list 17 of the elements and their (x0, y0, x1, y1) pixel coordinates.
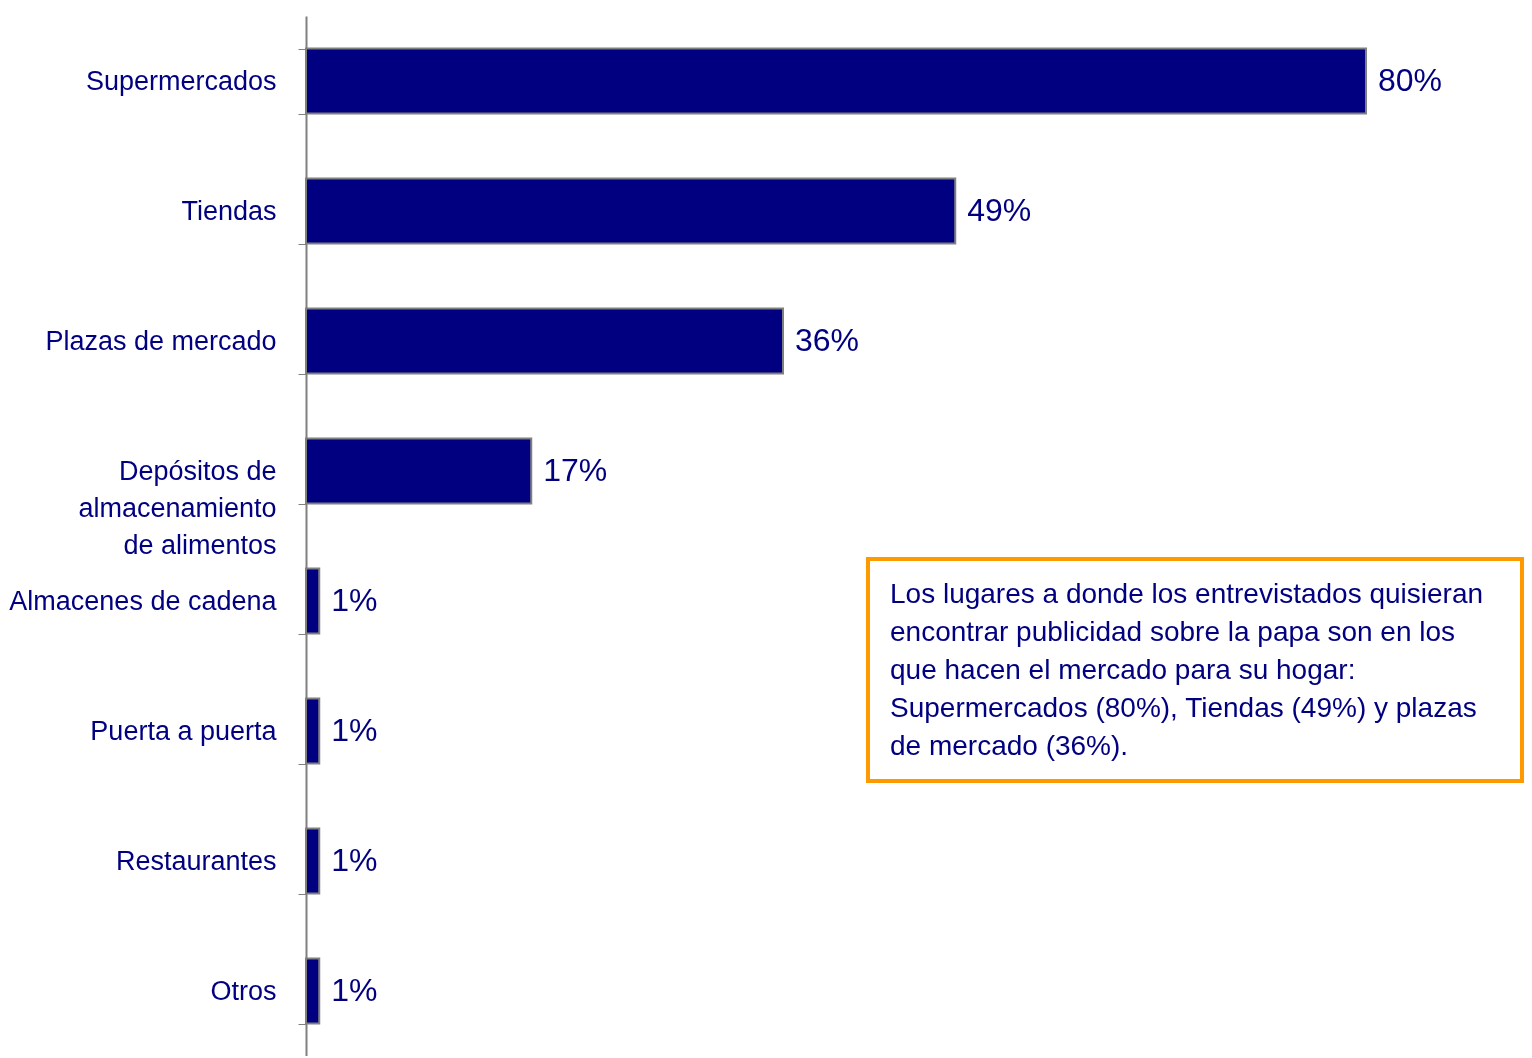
data-label: 1% (331, 712, 378, 748)
data-label: 80% (1378, 62, 1443, 98)
data-label: 17% (543, 452, 608, 488)
y-tick-label: Otros (210, 975, 277, 1006)
y-tick-label: Depósitos de almacenamiento de alimentos (78, 455, 277, 560)
y-tick-label: Puerta a puerta (90, 715, 278, 746)
data-label: 49% (967, 192, 1032, 228)
note-box: Los lugares a donde los entrevistados quisieran encontrar publicidad sobre la papa son en los que hacen el mercado para su hogar: Supermercados (80%), Tiendas (49%) y plazas de mercado (36%). (866, 557, 1524, 783)
y-tick-label: Supermercados (85, 65, 277, 96)
data-label: 1% (331, 842, 378, 878)
data-label: 1% (331, 582, 378, 618)
y-tick-label: Plazas de mercado (45, 325, 277, 356)
data-label: 1% (331, 972, 378, 1008)
y-tick-label: Almacenes de cadena (9, 585, 278, 616)
y-tick-label: Tiendas (181, 195, 277, 226)
y-tick-label: Restaurantes (115, 845, 277, 876)
data-label: 36% (795, 322, 860, 358)
